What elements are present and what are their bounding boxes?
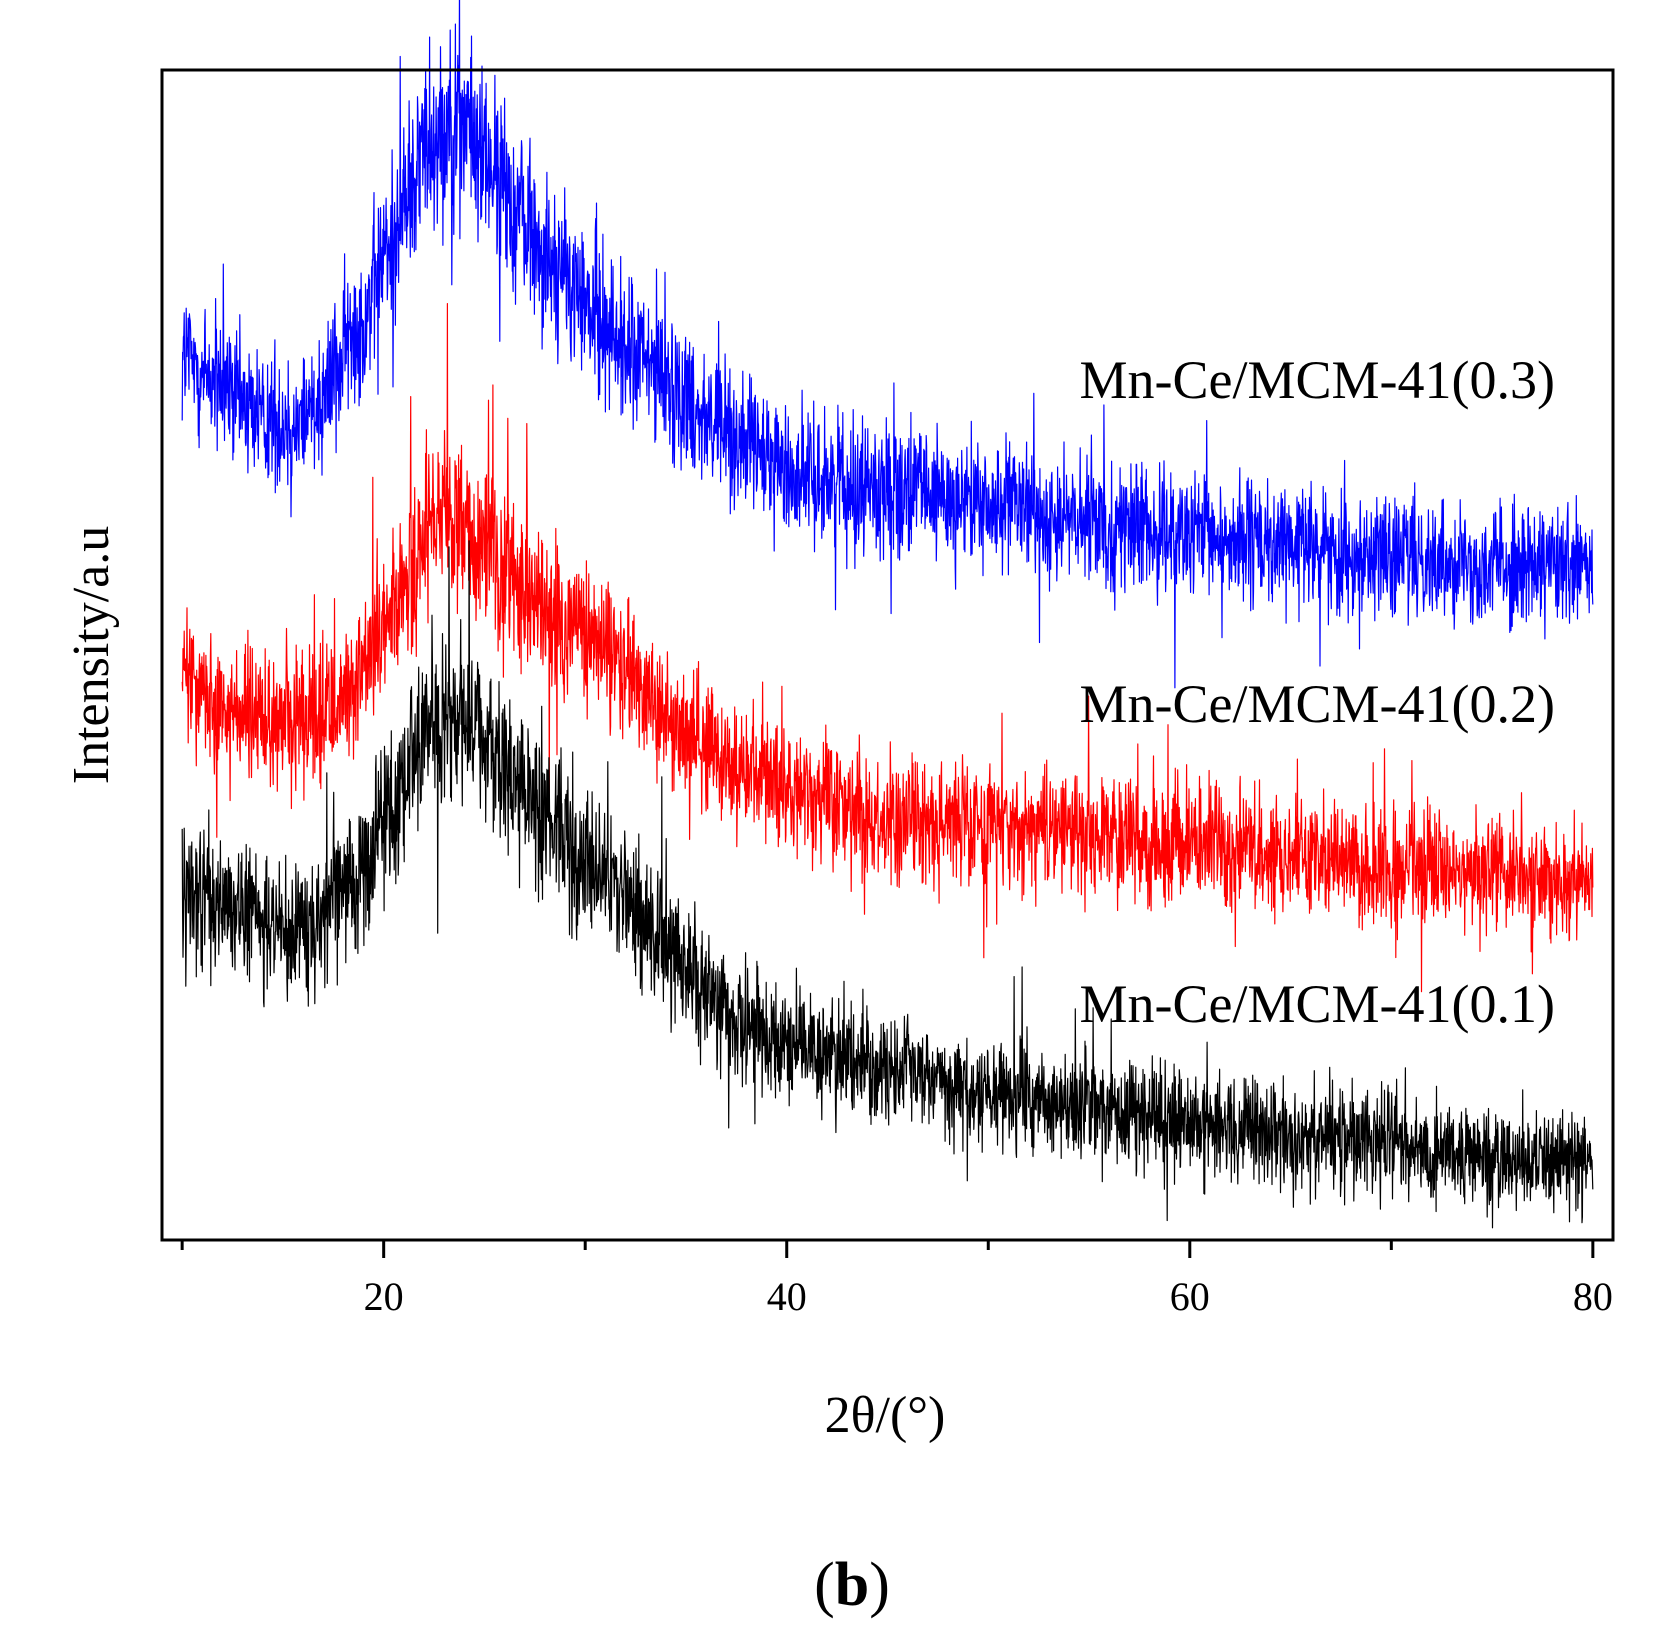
- series-layer: [181, 0, 1594, 1229]
- x-tick-label: 40: [767, 1274, 807, 1319]
- legend-label-0.2: Mn-Ce/MCM-41(0.2): [1080, 674, 1555, 734]
- legend-label-0.3: Mn-Ce/MCM-41(0.3): [1080, 350, 1555, 410]
- x-tick-label: 60: [1170, 1274, 1210, 1319]
- x-tick-label: 20: [364, 1274, 404, 1319]
- panel-label: (b): [814, 1551, 890, 1619]
- series-line-mn-ce-mcm-41-0.1-: [181, 540, 1594, 1229]
- series-line-mn-ce-mcm-41-0.2-: [181, 303, 1594, 993]
- series-line-mn-ce-mcm-41-0.3-: [181, 0, 1594, 689]
- y-axis-title: Intensity/a.u: [63, 526, 120, 785]
- x-tick-label: 80: [1573, 1274, 1613, 1319]
- legend-label-0.1: Mn-Ce/MCM-41(0.1): [1080, 974, 1555, 1034]
- x-axis-ticks: 20 40 60 80: [180, 1240, 1613, 1319]
- plot-frame: [160, 68, 1615, 1242]
- x-axis-title: 2θ/(°): [825, 1387, 946, 1444]
